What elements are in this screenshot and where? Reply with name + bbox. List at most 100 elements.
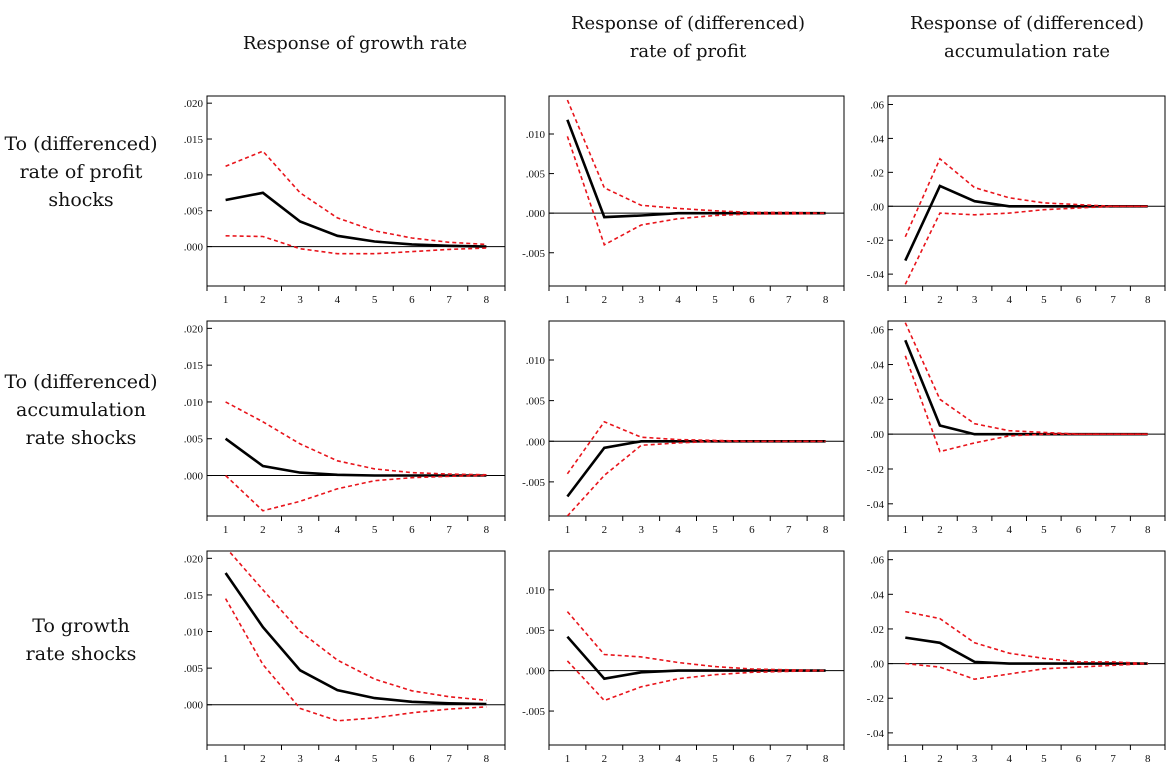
upper-band-line: [904, 322, 1148, 436]
x-tick-label: 6: [749, 294, 755, 306]
x-tick-label: 2: [260, 753, 266, 765]
response-line: [225, 191, 487, 248]
x-tick-label: 5: [1041, 753, 1047, 765]
x-tick-label: 8: [1145, 294, 1151, 306]
upper-band-line: [904, 157, 1148, 238]
upper-band-line: [227, 551, 487, 702]
y-tick-label: -.005: [522, 477, 545, 489]
y-tick-label: .015: [184, 134, 204, 146]
y-tick-label: .005: [184, 206, 204, 218]
x-tick-label: 1: [565, 524, 571, 536]
y-tick-label: .000: [184, 471, 204, 483]
y-tick-label: .000: [526, 666, 546, 678]
y-tick-label: .010: [526, 355, 546, 367]
x-tick-label: 6: [409, 524, 415, 536]
x-tick-label: 7: [786, 294, 792, 306]
x-tick-label: 1: [223, 294, 229, 306]
x-tick-label: 1: [565, 753, 571, 765]
response-line: [905, 636, 1148, 665]
x-tick-label: 8: [823, 524, 829, 536]
x-tick-label: 4: [675, 524, 681, 536]
x-tick-label: 7: [446, 524, 452, 536]
response-line: [566, 119, 826, 219]
column-title-accumulation: Response of (differenced) accumulation r…: [887, 10, 1167, 66]
x-tick-label: 5: [712, 524, 718, 536]
x-tick-label: 7: [786, 753, 792, 765]
x-tick-label: 8: [823, 294, 829, 306]
x-tick-label: 3: [638, 294, 644, 306]
column-title-line: accumulation rate: [944, 41, 1110, 62]
y-tick-label: .010: [184, 627, 204, 639]
lower-band-line: [904, 355, 1148, 453]
x-tick-label: 8: [823, 753, 829, 765]
x-tick-label: 5: [1041, 294, 1047, 306]
row-label-line: To growth: [32, 615, 130, 637]
response-line: [904, 184, 1148, 262]
y-tick-label: .000: [184, 700, 204, 712]
column-title-line: Response of (differenced): [570, 13, 806, 34]
x-tick-label: 8: [1145, 753, 1151, 765]
response-line: [224, 437, 487, 477]
row-label-line: shocks: [48, 189, 114, 211]
y-tick-label: -.04: [867, 728, 885, 740]
y-tick-label: -.02: [867, 693, 884, 705]
y-tick-label: .04: [870, 589, 884, 601]
y-tick-label: .010: [526, 129, 546, 141]
row-label-growth-shocks: To growth rate shocks: [0, 612, 162, 668]
x-tick-label: 6: [1076, 753, 1082, 765]
x-tick-label: 7: [1110, 524, 1116, 536]
y-tick-label: .06: [870, 99, 884, 111]
x-tick-label: 5: [372, 753, 378, 765]
x-tick-label: 2: [260, 294, 266, 306]
y-tick-label: -.04: [867, 499, 885, 511]
plot-frame: [887, 95, 1166, 287]
x-tick-label: 3: [972, 753, 978, 765]
column-title-growth: Response of growth rate: [205, 30, 505, 58]
plot-frame: [206, 320, 506, 517]
y-tick-label: .005: [526, 625, 546, 637]
y-tick-label: .005: [184, 663, 204, 675]
column-title-line: rate of profit: [629, 41, 747, 62]
y-tick-label: -.02: [867, 464, 884, 476]
x-tick-label: 4: [335, 524, 341, 536]
x-tick-label: 4: [675, 753, 681, 765]
x-tick-label: 6: [749, 753, 755, 765]
y-tick-label: .000: [526, 436, 546, 448]
y-tick-label: .04: [870, 133, 884, 145]
x-tick-label: 5: [712, 753, 718, 765]
plot-frame: [206, 550, 506, 746]
lower-band-line: [904, 205, 1148, 285]
x-tick-label: 8: [1145, 524, 1151, 536]
y-tick-label: .010: [184, 397, 204, 409]
y-tick-label: .015: [184, 590, 204, 602]
y-tick-label: .06: [870, 555, 884, 567]
column-title-line: Response of (differenced): [909, 13, 1145, 34]
y-tick-label: .02: [870, 624, 884, 636]
row-label-line: accumulation: [16, 399, 146, 421]
lower-band-line: [905, 662, 1148, 681]
plot-frame: [887, 550, 1166, 746]
y-tick-label: .020: [184, 323, 204, 335]
response-line: [566, 439, 826, 498]
row-label-profit-shocks: To (differenced) rate of profit shocks: [0, 130, 162, 214]
plot-frame: [206, 95, 506, 287]
x-tick-label: 5: [372, 294, 378, 306]
y-tick-label: .00: [870, 659, 884, 671]
x-tick-label: 1: [565, 294, 571, 306]
row-label-accumulation-shocks: To (differenced) accumulation rate shock…: [0, 368, 162, 452]
irf-panel-2-0: .020 .015 .010 .005 .000 1 2 3 4 5 6 7 8: [184, 550, 506, 765]
y-tick-label: .005: [526, 169, 546, 181]
plot-frame: [548, 550, 845, 746]
x-tick-label: 2: [260, 524, 266, 536]
column-title-profit: Response of (differenced) rate of profit: [548, 10, 828, 66]
x-tick-label: 1: [903, 294, 909, 306]
x-tick-label: 1: [903, 524, 909, 536]
response-line: [904, 339, 1148, 436]
x-tick-label: 3: [638, 753, 644, 765]
y-tick-label: .000: [526, 208, 546, 220]
y-tick-label: .02: [870, 167, 884, 179]
y-tick-label: .010: [526, 585, 546, 597]
y-tick-label: -.005: [522, 248, 545, 260]
x-tick-label: 4: [1006, 524, 1012, 536]
